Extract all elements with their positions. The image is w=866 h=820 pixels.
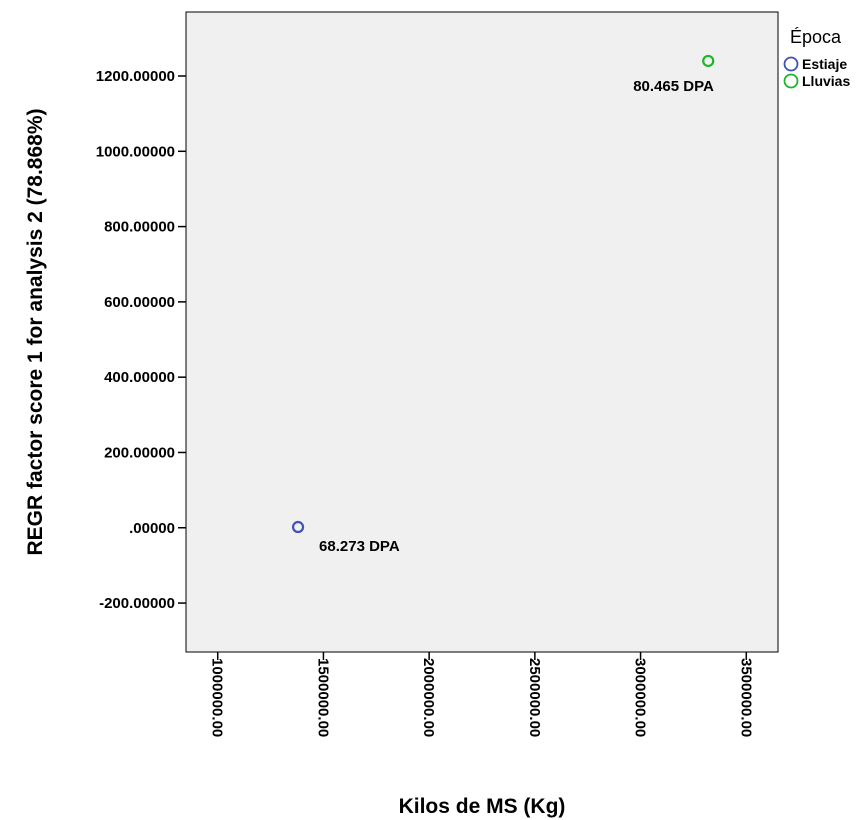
x-tick-label: 2000000.00 bbox=[420, 658, 437, 737]
data-point bbox=[291, 520, 305, 534]
y-tick-label: -200.00000 bbox=[99, 595, 175, 612]
x-tick-label: 3000000.00 bbox=[632, 658, 649, 737]
y-axis: -200.00000 .00000 200.00000 400.00000 600.00… bbox=[96, 68, 186, 612]
data-points: 68.273 DPA 80.465 DPA bbox=[291, 54, 715, 555]
plot-area bbox=[185, 11, 779, 653]
legend-marker bbox=[783, 73, 799, 89]
x-tick-label: 1500000.00 bbox=[314, 658, 331, 737]
x-tick-label: 3500000.00 bbox=[737, 658, 754, 737]
x-axis-title: Kilos de MS (Kg) bbox=[399, 795, 566, 818]
x-tick-label: 2500000.00 bbox=[526, 658, 543, 737]
x-tick-label: 1000000.00 bbox=[209, 658, 226, 737]
data-point bbox=[702, 54, 715, 68]
y-tick-label: .00000 bbox=[129, 520, 175, 537]
legend-title: Época bbox=[790, 27, 842, 47]
y-tick-label: 1200.00000 bbox=[96, 68, 175, 85]
y-tick-label: 400.00000 bbox=[104, 369, 175, 386]
legend-label: Estiaje bbox=[802, 56, 847, 72]
point-label: 80.465 DPA bbox=[633, 78, 714, 95]
y-tick-label: 1000.00000 bbox=[96, 143, 175, 160]
legend-marker bbox=[783, 56, 799, 72]
y-axis-title: REGR factor score 1 for analysis 2 (78.8… bbox=[24, 108, 47, 555]
x-axis: 1000000.00 1500000.00 2000000.00 2500000.00… bbox=[209, 652, 754, 737]
point-label: 68.273 DPA bbox=[319, 538, 400, 555]
y-tick-label: 200.00000 bbox=[104, 444, 175, 461]
legend-label: Lluvias bbox=[802, 73, 850, 89]
y-tick-label: 800.00000 bbox=[104, 219, 175, 236]
y-tick-label: 600.00000 bbox=[104, 294, 175, 311]
